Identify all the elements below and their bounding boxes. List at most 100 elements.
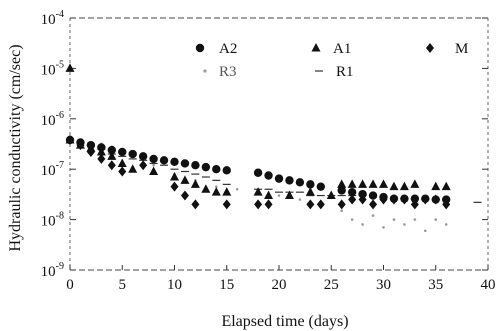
plot-frame bbox=[69, 17, 489, 271]
data-point-r3 bbox=[340, 209, 344, 213]
x-axis-title: Elapsed time (days) bbox=[221, 313, 348, 330]
data-point-a2 bbox=[379, 192, 388, 202]
data-point-a2 bbox=[138, 152, 148, 161]
data-point-m bbox=[264, 199, 273, 210]
data-point-a2 bbox=[107, 145, 117, 155]
legend-label-a2: A2 bbox=[219, 41, 237, 57]
data-point-a1 bbox=[201, 184, 211, 193]
legend-label-r3: R3 bbox=[219, 64, 237, 80]
data-point-a1 bbox=[264, 190, 274, 200]
data-point-a2 bbox=[347, 187, 357, 197]
legend-marker-a2 bbox=[195, 43, 205, 53]
data-point-r3 bbox=[371, 214, 375, 217]
x-tick-label: 5 bbox=[119, 277, 127, 293]
data-point-m bbox=[337, 199, 346, 210]
data-point-m bbox=[191, 199, 200, 210]
data-point-m bbox=[118, 166, 127, 177]
data-point-a1 bbox=[347, 179, 357, 188]
data-point-a2 bbox=[442, 195, 451, 204]
data-point-r3 bbox=[215, 185, 218, 188]
data-point-m bbox=[180, 190, 189, 201]
legend-marker-m bbox=[426, 43, 434, 53]
data-point-m bbox=[348, 194, 357, 205]
data-point-r3 bbox=[361, 223, 364, 226]
data-point-a2 bbox=[170, 157, 179, 167]
x-tick-label: 25 bbox=[324, 277, 339, 293]
data-point-a1 bbox=[305, 187, 315, 196]
x-tick-label: 35 bbox=[428, 277, 443, 293]
data-point-a1 bbox=[222, 187, 232, 196]
data-point-a1 bbox=[190, 179, 200, 188]
data-point-a2 bbox=[431, 195, 440, 204]
y-tick-label: 10-5 bbox=[41, 59, 64, 78]
data-point-a1 bbox=[107, 151, 117, 160]
data-point-a2 bbox=[400, 194, 409, 203]
data-point-a1 bbox=[253, 187, 263, 196]
data-point-a2 bbox=[253, 168, 263, 177]
y-tick-label: 10-6 bbox=[41, 110, 64, 129]
x-axis-ticks: 0 5 10 15 20 25 30 35 40 bbox=[66, 265, 496, 293]
data-point-a1 bbox=[128, 164, 138, 173]
y-tick-label: 10-8 bbox=[41, 211, 64, 230]
data-point-r3 bbox=[413, 218, 417, 221]
y-tick-label: 10-7 bbox=[41, 160, 64, 179]
data-point-r3 bbox=[434, 218, 438, 221]
data-point-a1 bbox=[170, 172, 179, 181]
legend-label-a1: A1 bbox=[333, 41, 351, 57]
data-point-a2 bbox=[118, 147, 127, 157]
data-point-r3 bbox=[350, 218, 354, 221]
y-axis-ticks: 10-4 10-5 10-6 10-7 10-8 10-9 bbox=[41, 9, 488, 280]
data-point-a1 bbox=[149, 166, 159, 176]
data-point-a2 bbox=[316, 182, 325, 191]
data-point-m bbox=[107, 160, 116, 171]
data-point-a1 bbox=[410, 179, 420, 188]
legend-label-m: M bbox=[455, 41, 468, 57]
data-point-a2 bbox=[222, 166, 231, 175]
data-point-a2 bbox=[264, 171, 273, 180]
data-point-r3 bbox=[403, 223, 406, 226]
data-point-a1 bbox=[117, 158, 127, 167]
data-point-a2 bbox=[180, 159, 190, 168]
data-point-a2 bbox=[295, 178, 305, 187]
y-axis-title: Hydraulic conductivity (cm/sec) bbox=[7, 44, 24, 251]
data-point-a1 bbox=[399, 181, 409, 191]
data-point-m bbox=[316, 199, 325, 210]
data-point-early-high bbox=[65, 63, 75, 72]
data-point-a1 bbox=[358, 179, 368, 188]
legend: A2 A1 M R3 R1 bbox=[195, 41, 468, 80]
x-tick-label: 40 bbox=[481, 277, 496, 293]
data-point-a2 bbox=[97, 143, 106, 152]
legend-marker-r3 bbox=[203, 69, 207, 73]
x-tick-label: 30 bbox=[376, 277, 391, 293]
data-point-a1 bbox=[441, 181, 451, 191]
data-point-r3 bbox=[444, 223, 448, 226]
data-point-a2 bbox=[191, 161, 200, 170]
data-point-m bbox=[170, 181, 179, 192]
data-point-a2 bbox=[410, 194, 420, 203]
data-point-m bbox=[254, 199, 263, 210]
x-tick-label: 15 bbox=[219, 277, 234, 293]
data-point-a1 bbox=[431, 181, 441, 191]
legend-label-r1: R1 bbox=[336, 64, 354, 80]
x-tick-label: 0 bbox=[66, 277, 74, 293]
data-point-a2 bbox=[421, 194, 430, 203]
data-point-a1 bbox=[326, 190, 336, 200]
data-point-m bbox=[369, 199, 378, 210]
data-point-a2 bbox=[285, 176, 294, 185]
data-point-a2 bbox=[212, 165, 221, 174]
data-point-a2 bbox=[159, 156, 169, 165]
data-point-r3 bbox=[392, 218, 396, 221]
x-tick-label: 10 bbox=[167, 277, 182, 293]
data-point-r3 bbox=[424, 229, 427, 233]
data-point-a1 bbox=[379, 179, 388, 188]
data-point-a1 bbox=[337, 179, 347, 188]
data-point-a1 bbox=[180, 175, 190, 184]
x-tick-label: 20 bbox=[272, 277, 287, 293]
data-point-a2 bbox=[201, 162, 211, 172]
data-point-a1 bbox=[211, 187, 221, 196]
data-point-a1 bbox=[389, 181, 399, 191]
y-tick-label: 10-9 bbox=[41, 261, 64, 280]
data-point-a2 bbox=[86, 140, 96, 150]
y-tick-label: 10-4 bbox=[41, 9, 64, 28]
